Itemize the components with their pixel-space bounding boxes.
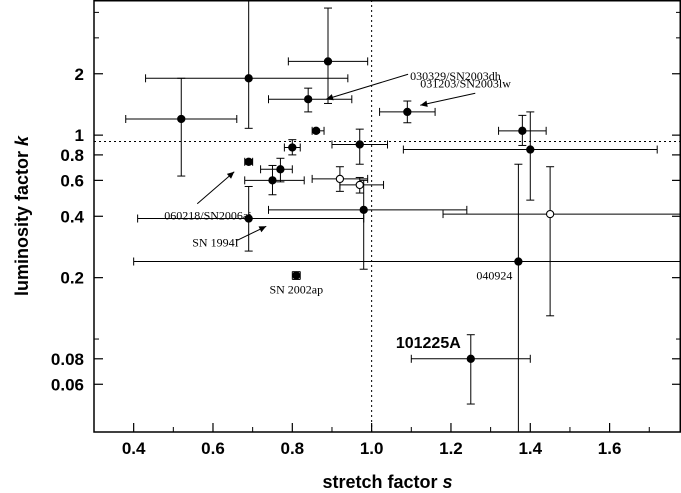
y-tick-label: 0.8 [60,146,84,165]
annotation-label: 060218/SN2006aj [164,209,251,223]
annotation-label: 040924 [476,269,512,283]
data-point-filled [292,271,301,280]
x-axis-title: stretch factor s [322,472,452,492]
arrow-head [326,94,334,101]
data-point-filled [359,205,368,215]
data-point-open [355,180,364,190]
y-tick-label: 0.4 [60,207,84,226]
y-tick-label: 0.06 [51,375,84,394]
data-point-open [545,209,555,219]
x-tick-label: 1.0 [360,439,384,458]
error-bar [402,111,658,201]
error-bar [268,179,468,270]
arrow-head [226,171,235,179]
annotation-arrow [196,171,235,205]
y-tick-label: 1 [75,126,84,145]
y-tick-label: 0.08 [51,350,84,369]
data-point-filled [518,126,527,135]
reference-lines [94,0,681,432]
x-tick-label: 0.8 [280,439,304,458]
error-bar [287,7,369,104]
annotation-label: SN 1994I [192,235,238,249]
data-point-filled [466,354,475,363]
data-point-filled [244,157,253,166]
data-point-filled [268,176,277,185]
x-tick-label: 1.2 [439,439,463,458]
data-point-filled [244,74,253,83]
data-point-open [335,174,345,184]
y-tick-label: 0.6 [60,171,84,190]
annotation-arrow [420,92,476,106]
annotation-label: 031203/SN2003lw [420,76,511,90]
annotation-label: 101225A [396,335,461,352]
arrow-head [420,100,428,107]
data-point-filled [177,114,186,124]
error-bar [133,163,681,433]
annotation-label: SN 2002ap [269,282,323,296]
annotation-arrows [196,73,476,241]
data-point-filled [526,145,535,154]
data-point-filled [276,165,285,174]
data-points [177,57,555,363]
y-tick-label: 2 [75,65,84,84]
data-point-filled [288,143,297,152]
data-point-filled [323,57,333,66]
data-point-filled [304,95,313,104]
data-point-filled [403,107,412,117]
y-axis: 0.06 0.08 0.2 0.4 0.6 0.81 2 [51,11,681,394]
error-bar [442,166,681,317]
annotation-label: 030329/SN2003dh [410,69,501,83]
data-point-filled [514,257,523,266]
x-tick-label: 0.4 [122,439,146,458]
x-axis: 0.4 0.6 0.8 1.0 1.2 1.4 1.6 [122,423,650,458]
x-tick-label: 0.6 [201,439,225,458]
data-point-filled [244,214,253,223]
y-tick-label: 0.2 [60,269,84,288]
data-point-filled [311,126,321,135]
arrow-head [258,226,267,233]
y-axis-title: luminosity factor k [12,135,32,296]
x-tick-label: 1.4 [518,439,542,458]
data-point-filled [355,140,364,149]
annotation-arrow [325,73,409,100]
error-bar [145,0,349,129]
x-tick-label: 1.6 [598,439,622,458]
error-bar [125,77,238,177]
